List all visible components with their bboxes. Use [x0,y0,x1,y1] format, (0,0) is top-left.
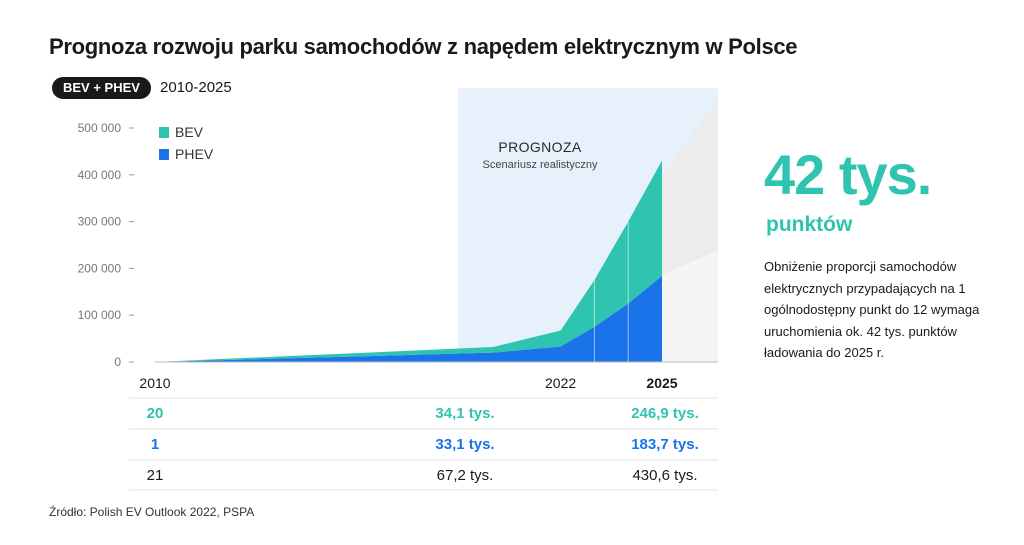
extrapolation-region-lower [662,250,718,362]
scope-badge: BEV + PHEV [52,77,151,99]
table-cell: 1 [151,436,159,453]
table-cell: 246,9 tys. [631,405,699,422]
legend-swatch-bev [159,127,169,138]
y-tick-label: 500 000 [78,121,122,135]
forecast-label: PROGNOZA [498,139,582,155]
callout-unit: punktów [766,213,853,236]
period-label: 2010-2025 [160,79,232,96]
y-tick-label: 300 000 [78,215,122,229]
legend-label-phev: PHEV [175,146,214,162]
y-tick-label: 200 000 [78,261,122,275]
y-tick-label: 100 000 [78,308,122,322]
legend-label-bev: BEV [175,124,204,140]
table-cell: 183,7 tys. [631,436,699,453]
x-tick-label: 2025 [646,375,677,391]
callout-value: 42 tys. [764,143,932,206]
table-cell: 21 [147,467,164,484]
legend-swatch-phev [159,149,169,160]
y-tick-label: 400 000 [78,168,122,182]
area-phev [155,276,662,362]
table-cell: 20 [147,405,164,422]
forecast-sublabel: Scenariusz realistyczny [483,159,598,171]
source-note: Źródło: Polish EV Outlook 2022, PSPA [49,505,255,519]
y-tick-label: 0 [114,355,121,369]
table-cell: 33,1 tys. [435,436,494,453]
table-cell: 430,6 tys. [632,467,697,484]
callout-description: Obniżenie proporcji samochodów elektrycz… [764,259,980,360]
table-cell: 67,2 tys. [437,467,494,484]
table-cell: 34,1 tys. [435,405,494,422]
x-tick-label: 2022 [545,375,576,391]
x-tick-label: 2010 [139,375,170,391]
page-title: Prognoza rozwoju parku samochodów z napę… [49,34,798,59]
